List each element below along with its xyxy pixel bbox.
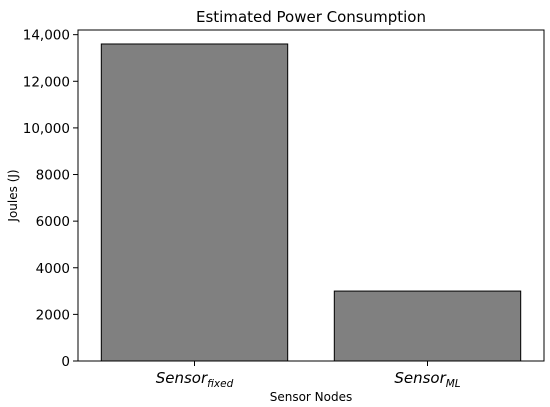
y-tick-label: 10,000 [23,121,70,137]
y-tick-label: 4000 [36,261,70,277]
chart-title: Estimated Power Consumption [196,8,426,26]
bar-fixed [100,43,289,362]
y-tick-label: 2000 [36,307,70,323]
y-tick-label: 14,000 [23,28,70,44]
y-tick-label: 6000 [36,214,70,230]
y-tick-label: 12,000 [23,74,70,90]
bars-group [100,43,522,362]
x-axis-label: Sensor Nodes [270,390,353,404]
plot-frame [77,29,545,362]
bar-ml [333,290,522,362]
x-tick-label: Sensorfixed [156,369,234,390]
x-axis: Sensorfixed SensorML [156,361,461,390]
y-tick-label: 8000 [36,168,70,184]
y-axis-label: Joules (J) [6,169,20,222]
x-tick-label: SensorML [394,369,460,390]
y-axis: 0 2000 4000 6000 8000 10,000 12,000 14,000 [23,28,78,370]
y-tick-label: 0 [61,354,70,370]
